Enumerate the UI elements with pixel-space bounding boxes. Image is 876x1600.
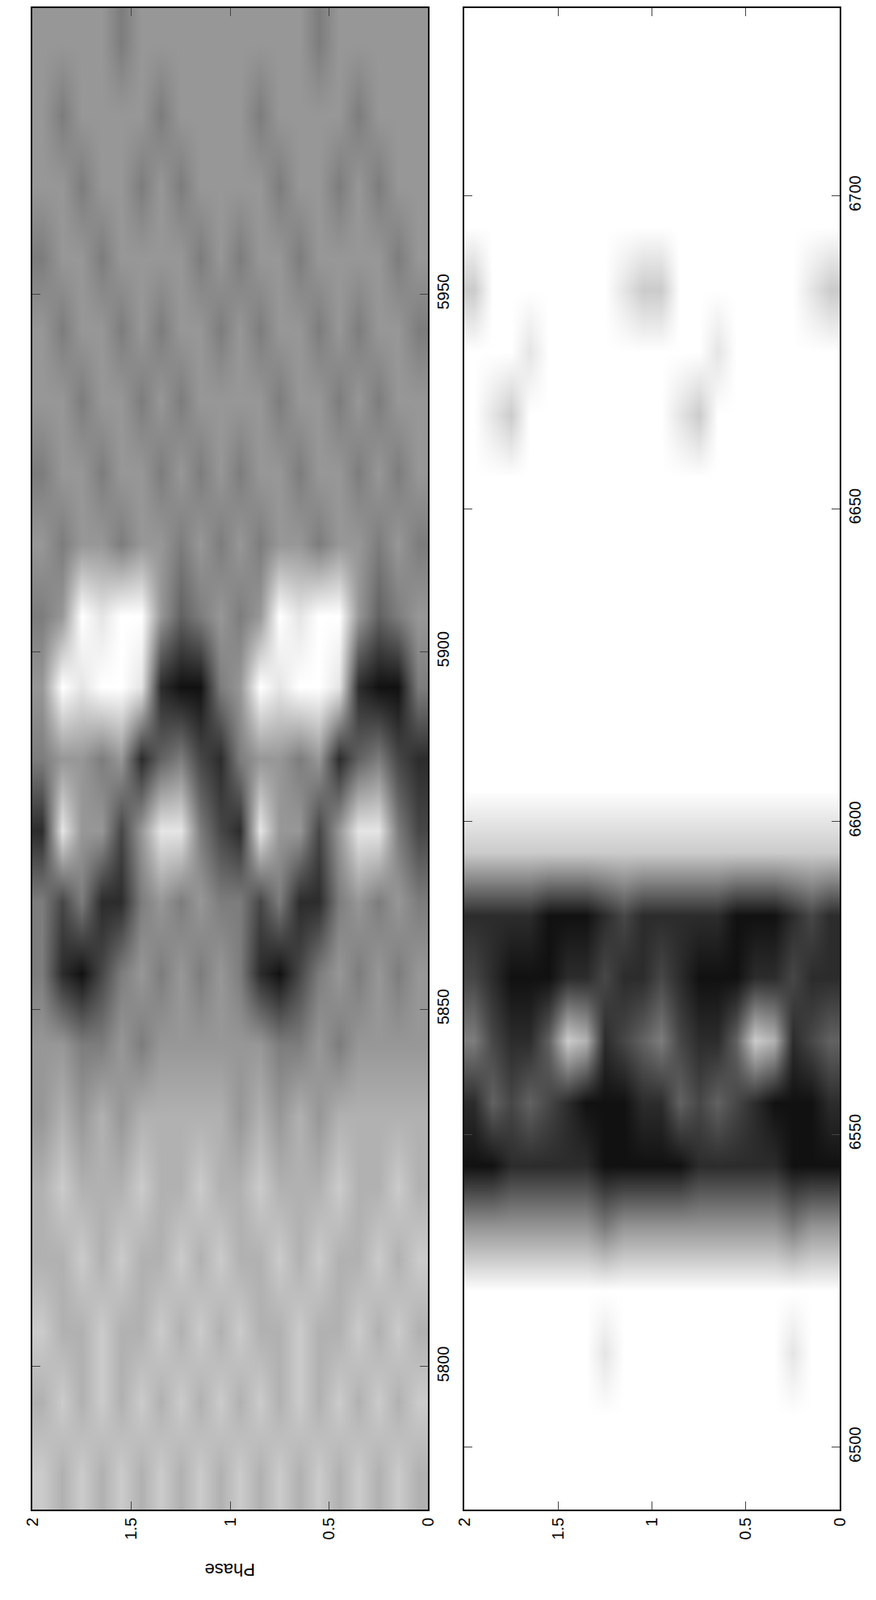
svg-text:0: 0 xyxy=(419,1517,437,1527)
svg-text:1.5: 1.5 xyxy=(121,1517,140,1541)
svg-text:1.5: 1.5 xyxy=(549,1517,567,1541)
svg-text:6500: 6500 xyxy=(846,1426,864,1463)
svg-text:5950: 5950 xyxy=(434,273,453,311)
svg-text:1: 1 xyxy=(642,1517,661,1527)
svg-text:6700: 6700 xyxy=(846,175,864,212)
svg-text:2: 2 xyxy=(23,1517,42,1527)
svg-text:6550: 6550 xyxy=(846,1114,864,1151)
svg-text:1: 1 xyxy=(221,1517,239,1527)
svg-text:Phase: Phase xyxy=(205,1559,256,1581)
svg-text:2: 2 xyxy=(455,1517,474,1527)
svg-text:5850: 5850 xyxy=(434,989,453,1026)
svg-text:6600: 6600 xyxy=(846,800,864,838)
svg-text:0: 0 xyxy=(830,1517,849,1527)
svg-text:0.5: 0.5 xyxy=(736,1517,755,1541)
svg-text:6650: 6650 xyxy=(846,488,864,525)
svg-text:0.5: 0.5 xyxy=(319,1517,338,1541)
svg-text:5800: 5800 xyxy=(434,1346,453,1384)
svg-text:5900: 5900 xyxy=(434,631,453,668)
